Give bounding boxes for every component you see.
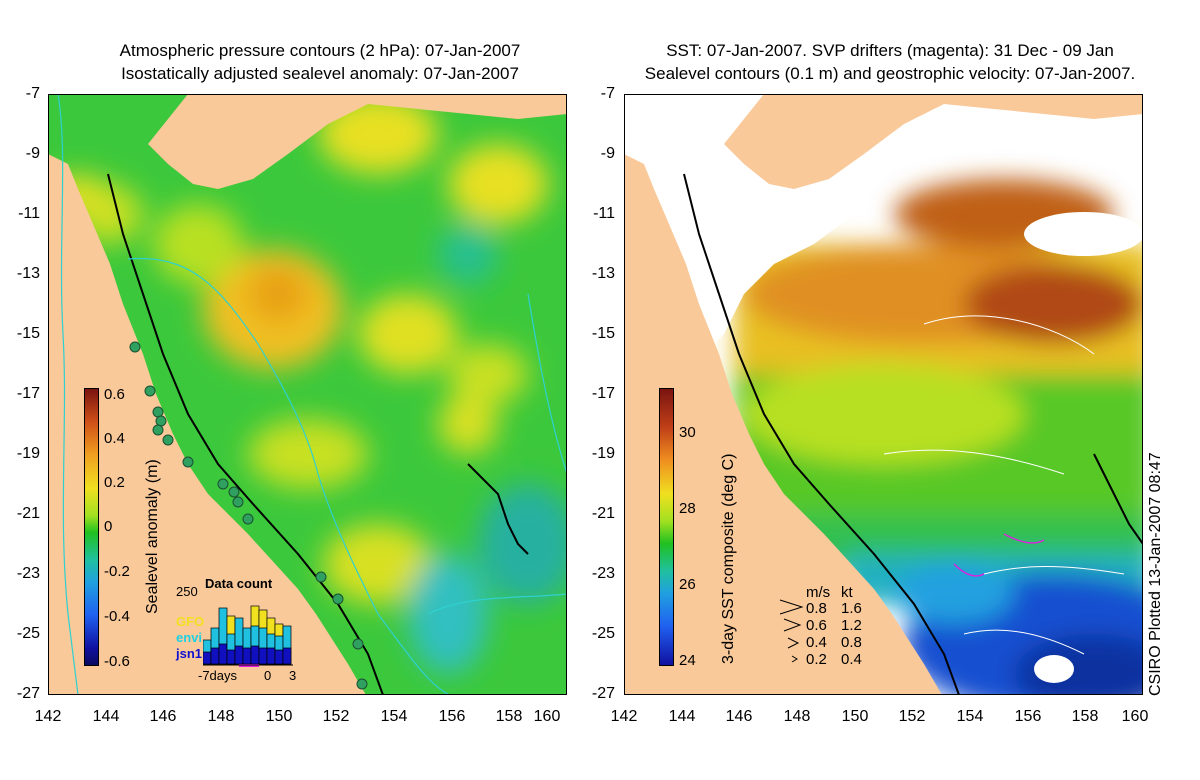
right-colorbar-label: 3-day SST composite (deg C)	[720, 453, 737, 664]
legend-envi: envi	[176, 630, 203, 645]
data-count-x-zero: 0	[264, 668, 272, 683]
speed-legend-header-kt: kt	[841, 584, 853, 601]
right-title-line2: Sealevel contours (0.1 m) and geostrophi…	[644, 64, 1136, 83]
data-count-x-start: -7days	[198, 668, 238, 683]
sst-field	[734, 179, 1143, 695]
right-map	[624, 94, 1143, 695]
left-title-line1: Atmospheric pressure contours (2 hPa): 0…	[119, 41, 521, 60]
speed-legend-header-ms: m/s	[806, 584, 831, 601]
left-colorbar-label: Sealevel anomaly (m)	[144, 459, 161, 614]
data-count-histogram	[203, 605, 293, 667]
legend-jsn1: jsn1	[176, 646, 203, 661]
plot-credit: CSIRO Plotted 13-Jan-2007 08:47	[1147, 452, 1164, 696]
shelf-contour	[107, 173, 384, 695]
australia-land	[48, 94, 366, 695]
new-guinea-land	[148, 94, 567, 189]
left-title-line2: Isostatically adjusted sealevel anomaly:…	[121, 64, 519, 83]
right-colorbar	[659, 388, 674, 666]
left-colorbar	[84, 388, 99, 666]
speed-legend-arrows	[779, 599, 804, 663]
right-title-line1: SST: 07-Jan-2007. SVP drifters (magenta)…	[666, 41, 1114, 60]
left-map	[48, 94, 567, 695]
data-count-x-end: 3	[289, 668, 297, 683]
legend-gfo: GFO	[176, 614, 205, 629]
data-count-title: Data count	[205, 576, 273, 591]
data-count-max: 250	[176, 584, 198, 599]
tide-gauge-markers	[129, 341, 368, 690]
